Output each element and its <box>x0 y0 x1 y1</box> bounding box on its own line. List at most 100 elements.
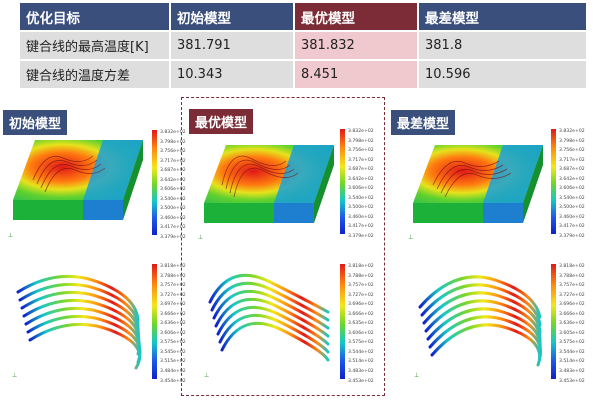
color-scale-bar <box>340 129 345 234</box>
best-bottom-legend: 3.818e+02 3.788e+02 3.757e+02 3.727e+02 … <box>340 262 392 384</box>
legend-tick: 3.606e+02 <box>160 330 186 336</box>
legend-tick: 3.727e+02 <box>160 292 186 298</box>
legend-tick: 3.606e+02 <box>160 187 186 193</box>
legend-tick: 3.788e+02 <box>559 273 585 279</box>
legend-tick: 3.483e+02 <box>348 369 374 375</box>
legend-tick: 3.757e+02 <box>348 283 374 289</box>
legend-tick: 3.453e+02 <box>348 378 374 384</box>
legend-tick: 3.666e+02 <box>559 311 585 317</box>
legend-tick: 3.484e+02 <box>160 369 186 375</box>
legend-tick: 3.798e+02 <box>559 138 585 144</box>
legend-tick: 3.460e+02 <box>160 215 186 221</box>
legend-tick: 3.500e+02 <box>160 206 186 212</box>
initial-heat-map <box>13 140 143 220</box>
legend-tick: 3.500e+02 <box>559 205 585 211</box>
legend-tick: 3.818e+02 <box>348 264 374 269</box>
legend-tick: 3.788e+02 <box>160 273 186 279</box>
cell-initial: 10.343 <box>170 60 295 90</box>
legend-tick: 3.687e+02 <box>348 167 374 173</box>
legend-tick: 3.687e+02 <box>160 168 186 174</box>
axis-triad-icon: ⊥ <box>8 232 14 239</box>
axis-triad-icon: ⊥ <box>414 372 420 379</box>
axis-triad-icon: ⊥ <box>408 234 414 241</box>
header-objective: 优化目标 <box>20 3 171 32</box>
initial-top-legend: 3.832e+02 3.798e+02 3.756e+02 3.717e+02 … <box>152 128 204 240</box>
legend-tick: 3.636e+02 <box>559 321 585 327</box>
legend-tick: 3.545e+02 <box>160 349 186 355</box>
table-header-row: 优化目标 初始模型 最优模型 最差模型 <box>20 3 588 32</box>
legend-tick: 3.453e+02 <box>559 378 585 384</box>
legend-tick: 3.575e+02 <box>559 340 585 346</box>
legend-tick: 3.454e+02 <box>160 378 186 384</box>
cell-worst: 10.596 <box>418 60 588 90</box>
legend-tick: 3.606e+02 <box>348 330 374 336</box>
worst-heat-map <box>413 145 543 223</box>
best-heat-map <box>204 145 334 223</box>
color-scale-bar <box>152 264 157 379</box>
best-top-legend: 3.832e+02 3.798e+02 3.756e+02 3.717e+02 … <box>340 127 392 239</box>
legend-tick: 3.379e+02 <box>160 235 186 241</box>
initial-model-label: 初始模型 <box>3 110 68 135</box>
legend-tick: 3.636e+02 <box>160 321 186 327</box>
legend-tick: 3.417e+02 <box>559 224 585 230</box>
legend-tick: 3.515e+02 <box>160 359 186 365</box>
legend-tick: 3.483e+02 <box>559 369 585 375</box>
header-best: 最优模型 <box>294 3 419 32</box>
color-scale-bar <box>551 264 556 379</box>
legend-tick: 3.757e+02 <box>160 283 186 289</box>
legend-tick: 3.606e+02 <box>348 186 374 192</box>
legend-tick: 3.417e+02 <box>160 225 186 231</box>
header-initial: 初始模型 <box>170 3 295 32</box>
axis-triad-icon: ⊥ <box>198 234 204 241</box>
cell-worst: 381.8 <box>418 31 588 61</box>
legend-tick: 3.575e+02 <box>348 340 374 346</box>
legend-tick: 3.460e+02 <box>348 214 374 220</box>
cell-initial: 381.791 <box>170 31 295 61</box>
legend-tick: 3.575e+02 <box>160 340 186 346</box>
legend-tick: 3.697e+02 <box>160 302 186 308</box>
legend-tick: 3.798e+02 <box>160 139 186 145</box>
worst-top-legend: 3.832e+02 3.798e+02 3.756e+02 3.717e+02 … <box>551 127 600 239</box>
legend-tick: 3.606e+02 <box>559 186 585 192</box>
legend-tick: 3.832e+02 <box>348 129 374 134</box>
legend-tick: 3.379e+02 <box>348 234 374 240</box>
axis-triad-icon: ⊥ <box>12 372 18 379</box>
worst-model-label: 最差模型 <box>391 110 456 135</box>
legend-tick: 3.540e+02 <box>160 196 186 202</box>
row-label: 键合线的温度方差 <box>20 60 171 90</box>
legend-tick: 3.642e+02 <box>559 176 585 182</box>
legend-tick: 3.500e+02 <box>348 205 374 211</box>
legend-tick: 3.818e+02 <box>160 264 186 269</box>
legend-tick: 3.717e+02 <box>160 158 186 164</box>
legend-tick: 3.666e+02 <box>160 311 186 317</box>
legend-tick: 3.756e+02 <box>559 148 585 154</box>
legend-tick: 3.540e+02 <box>348 195 374 201</box>
color-scale-bar <box>152 130 157 235</box>
legend-tick: 3.696e+02 <box>348 302 374 308</box>
worst-bottom-legend: 3.818e+02 3.788e+02 3.757e+02 3.727e+02 … <box>551 262 600 384</box>
cell-best: 8.451 <box>294 60 419 90</box>
axis-triad-icon: ⊥ <box>204 372 210 379</box>
legend-tick: 3.514e+02 <box>348 359 374 365</box>
legend-tick: 3.642e+02 <box>348 176 374 182</box>
legend-tick: 3.757e+02 <box>559 283 585 289</box>
legend-tick: 3.727e+02 <box>559 292 585 298</box>
legend-tick: 3.756e+02 <box>348 148 374 154</box>
table-row: 键合线的温度方差 10.343 8.451 10.596 <box>20 60 588 90</box>
legend-tick: 3.379e+02 <box>559 234 585 240</box>
legend-tick: 3.832e+02 <box>559 129 585 134</box>
initial-bottom-legend: 3.818e+02 3.788e+02 3.757e+02 3.727e+02 … <box>152 262 204 384</box>
legend-tick: 3.605e+02 <box>559 330 585 336</box>
color-scale-bar <box>551 129 556 234</box>
legend-tick: 3.756e+02 <box>160 149 186 155</box>
legend-tick: 3.832e+02 <box>160 130 186 135</box>
legend-tick: 3.544e+02 <box>348 349 374 355</box>
legend-tick: 3.798e+02 <box>348 138 374 144</box>
cell-best: 381.832 <box>294 31 419 61</box>
best-bond-wires <box>208 273 330 362</box>
legend-tick: 3.635e+02 <box>348 321 374 327</box>
legend-tick: 3.727e+02 <box>348 292 374 298</box>
header-worst: 最差模型 <box>418 3 588 32</box>
legend-tick: 3.540e+02 <box>559 195 585 201</box>
legend-tick: 3.717e+02 <box>559 157 585 163</box>
